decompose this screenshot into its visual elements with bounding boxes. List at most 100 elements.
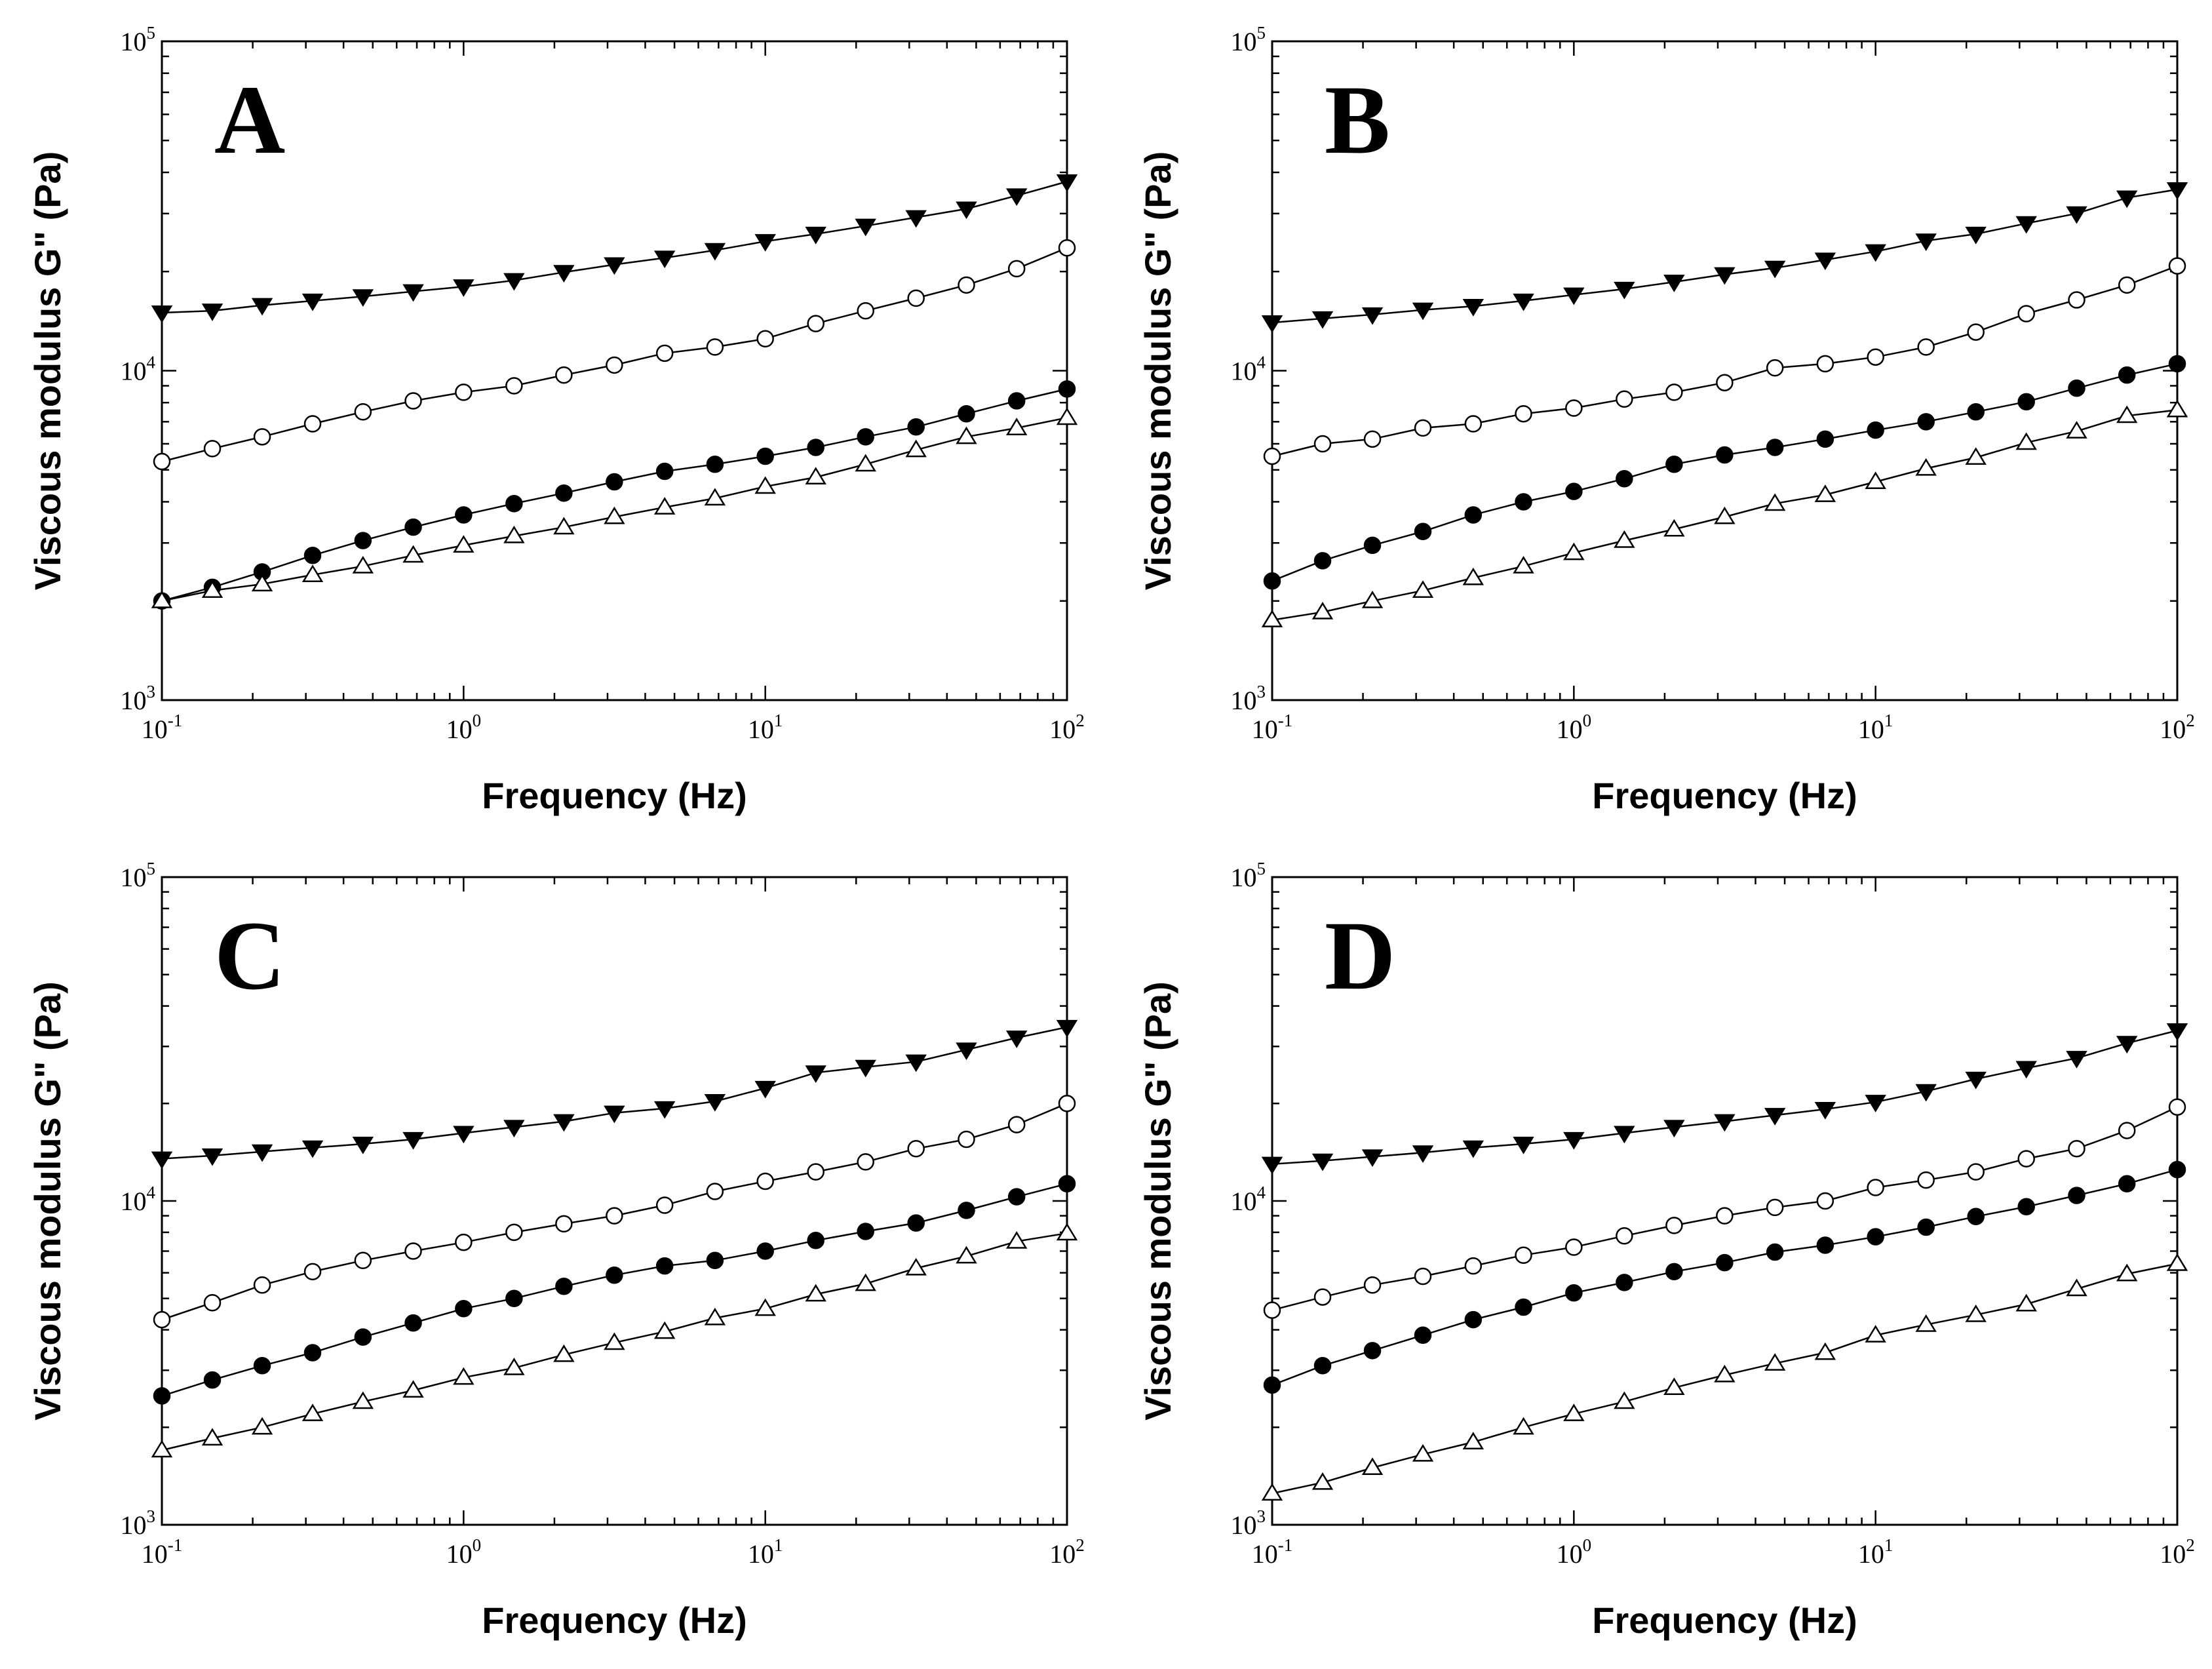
series-filled-triangle-down: [1261, 1023, 2188, 1175]
data-point: [201, 1428, 223, 1446]
data-point: [503, 1120, 525, 1138]
data-point: [907, 1214, 925, 1232]
series-line: [161, 180, 1068, 314]
data-point: [706, 455, 724, 473]
data-point: [1766, 1243, 1784, 1261]
data-point: [807, 439, 825, 456]
data-point: [2015, 216, 2037, 234]
data-point: [505, 494, 523, 513]
data-point: [805, 1284, 826, 1302]
data-point: [1663, 519, 1685, 537]
data-point: [453, 535, 475, 553]
series-filled-triangle-down: [151, 1019, 1078, 1169]
data-point: [555, 1215, 573, 1233]
data-point: [1563, 1404, 1585, 1421]
data-point: [453, 279, 475, 297]
data-point: [956, 1246, 977, 1264]
data-point: [1563, 1131, 1585, 1150]
y-axis-label: Viscous modulus G" (Pa): [1137, 151, 1178, 591]
plot-frame-d: [1271, 876, 2179, 1526]
data-point: [1616, 390, 1633, 408]
y-tick-label: 103: [1231, 1506, 1266, 1540]
data-point: [1313, 1288, 1332, 1306]
data-point: [553, 1344, 575, 1362]
data-point: [1967, 403, 1985, 421]
data-point: [1313, 552, 1332, 570]
data-point: [756, 1172, 774, 1190]
data-point: [153, 452, 171, 471]
data-point: [2066, 421, 2087, 439]
data-point: [855, 1273, 876, 1291]
data-point: [1464, 506, 1483, 524]
series-open-circle: [153, 239, 1076, 471]
data-point: [956, 426, 977, 444]
data-point: [553, 265, 575, 283]
series-filled-circle: [153, 1175, 1076, 1405]
data-point: [1814, 484, 1836, 502]
data-point: [2118, 1122, 2136, 1139]
data-point: [1263, 572, 1281, 590]
data-point: [2066, 1051, 2087, 1069]
data-point: [606, 1266, 623, 1284]
x-tick-label: 10-1: [142, 711, 183, 744]
data-point: [2017, 1198, 2035, 1216]
data-point: [756, 1242, 774, 1260]
data-point: [1462, 299, 1484, 317]
data-point: [1665, 1217, 1683, 1234]
data-point: [1716, 374, 1734, 391]
data-point: [1867, 348, 1884, 366]
data-point: [404, 1314, 422, 1332]
data-point: [1513, 293, 1534, 311]
data-point: [1363, 430, 1382, 448]
data-point: [855, 1059, 876, 1078]
data-point: [956, 201, 977, 220]
data-point: [604, 1332, 625, 1350]
data-point: [2168, 257, 2186, 275]
data-point: [404, 392, 422, 410]
data-point: [604, 257, 625, 275]
data-point: [2068, 1140, 2086, 1158]
data-point: [2068, 379, 2086, 397]
data-point: [503, 1358, 525, 1375]
data-point: [805, 226, 826, 245]
data-point: [754, 476, 776, 494]
data-point: [653, 1321, 676, 1339]
data-point: [1816, 355, 1834, 373]
data-point: [1917, 1171, 1935, 1189]
data-point: [1614, 281, 1635, 300]
x-tick-label: 101: [1858, 1535, 1893, 1569]
data-point: [1565, 1238, 1583, 1256]
data-point: [1917, 1218, 1935, 1236]
x-tick-label: 10-1: [142, 1535, 183, 1569]
series-line: [161, 246, 1068, 463]
data-point: [1058, 380, 1076, 398]
data-point: [1058, 1095, 1076, 1112]
data-point: [754, 234, 776, 252]
y-tick-label: 103: [1231, 682, 1266, 715]
data-point: [1007, 1188, 1026, 1206]
data-point: [352, 289, 374, 307]
data-point: [1513, 1136, 1534, 1154]
x-tick-label: 102: [1049, 711, 1085, 744]
x-tick-label: 101: [1858, 711, 1893, 744]
data-point: [455, 383, 473, 401]
data-point: [1005, 1031, 1028, 1048]
data-point: [2168, 1098, 2186, 1116]
data-point: [1915, 233, 1937, 251]
data-point: [1056, 407, 1078, 425]
data-point: [606, 473, 623, 491]
series-filled-triangle-down: [1261, 182, 2188, 333]
data-point: [354, 532, 372, 549]
data-point: [1462, 1432, 1484, 1449]
data-point: [754, 1298, 776, 1316]
data-point: [402, 1131, 424, 1150]
data-point: [153, 1310, 171, 1329]
plot-frame-c: [161, 876, 1068, 1526]
data-point: [1464, 1257, 1483, 1275]
data-point: [655, 1257, 674, 1275]
data-point: [251, 1417, 273, 1435]
data-point: [1263, 1376, 1281, 1394]
y-axis-label: Viscous modulus G" (Pa): [27, 151, 68, 591]
data-point: [2168, 1160, 2186, 1179]
data-point: [1007, 1116, 1026, 1133]
